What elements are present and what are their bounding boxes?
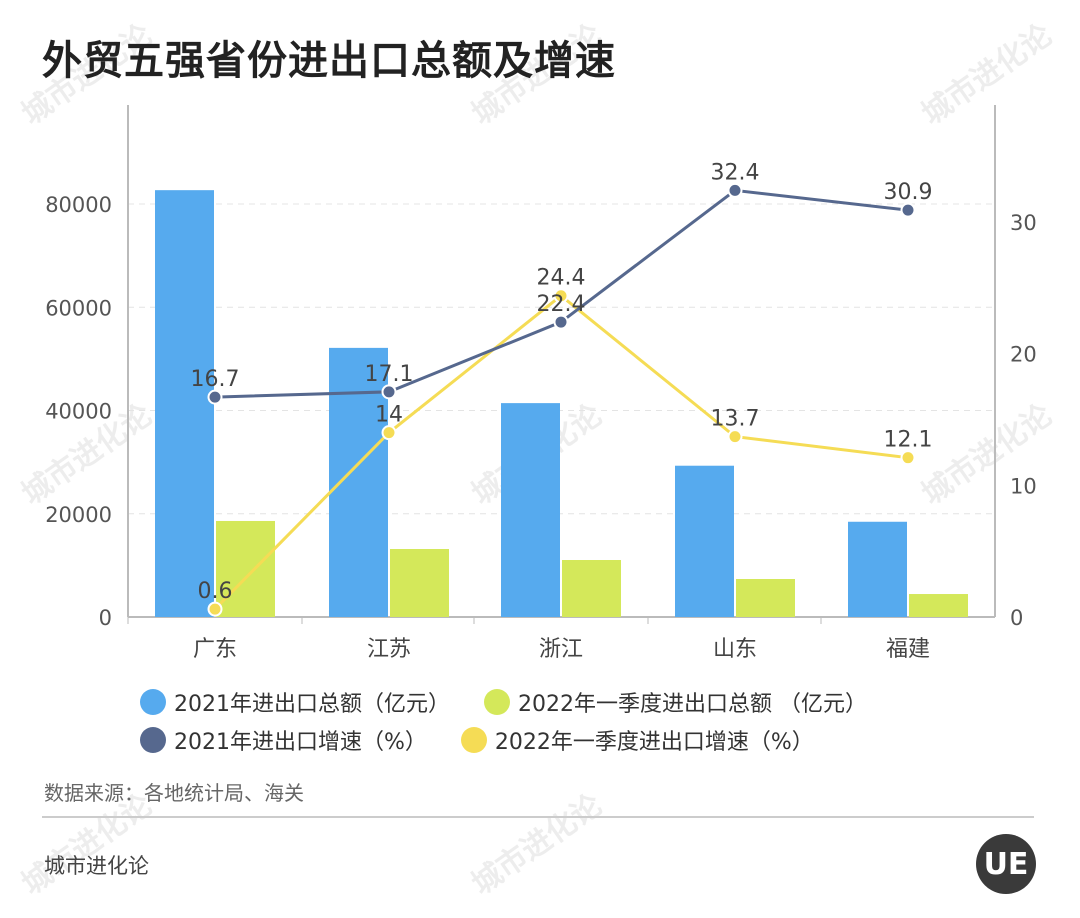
line-2022q1-growth: [213, 293, 909, 611]
brand-logo: UE: [976, 834, 1036, 894]
bar-2021-total: [155, 190, 214, 618]
legend-swatch: [140, 727, 166, 753]
legend-label: 2021年进出口增速（%）: [174, 730, 427, 755]
data-label: 22.4: [537, 292, 586, 317]
bar-2022q1-total: [736, 579, 795, 617]
data-label: 32.4: [711, 160, 760, 185]
line-point: [727, 182, 743, 198]
bar-2021-total: [675, 465, 734, 617]
y-right-tick-label: 30: [1010, 211, 1037, 235]
data-label: 17.1: [365, 362, 414, 387]
data-label: 12.1: [884, 428, 933, 453]
y-right-tick-label: 20: [1010, 343, 1037, 367]
data-label: 14: [375, 403, 403, 428]
x-tick-label: 山东: [713, 637, 757, 662]
x-tick-label: 浙江: [539, 637, 583, 662]
chart-title: 外贸五强省份进出口总额及增速: [42, 38, 616, 84]
legend-label: 2022年一季度进出口增速（%）: [494, 730, 814, 755]
y-left-tick-label: 60000: [45, 296, 112, 320]
y-left-tick-label: 80000: [45, 193, 112, 217]
line-point: [553, 314, 569, 330]
bar-2021-total: [848, 521, 907, 617]
data-label: 16.7: [191, 367, 240, 392]
legend-swatch: [140, 689, 166, 715]
line-point: [727, 429, 743, 445]
legend-swatch: [460, 727, 487, 753]
bar-2022q1-total: [562, 560, 621, 617]
y-left-tick-label: 0: [99, 606, 112, 630]
legend-item: 2021年进出口增速（%）: [140, 724, 427, 756]
bar-2021-total: [501, 403, 560, 617]
line-point: [381, 384, 397, 400]
legend-item: 2021年进出口总额（亿元）: [140, 686, 450, 718]
line-point: [900, 202, 916, 218]
line-point: [207, 601, 223, 617]
legend-item: 2022年一季度进出口增速（%）: [460, 724, 814, 756]
y-right-tick-label: 10: [1010, 474, 1037, 498]
y-left-tick-label: 40000: [45, 400, 112, 424]
bar-2022q1-total: [216, 520, 275, 617]
divider: [42, 816, 1034, 818]
source-note: 数据来源：各地统计局、海关: [44, 781, 304, 805]
line-point: [381, 425, 397, 441]
bar-2022q1-total: [390, 549, 449, 617]
legend-label: 2022年一季度进出口总额 （亿元）: [518, 692, 867, 717]
x-tick-label: 福建: [886, 637, 930, 662]
brand-name: 城市进化论: [44, 854, 149, 878]
line-point: [553, 288, 569, 304]
data-label: 13.7: [711, 407, 760, 432]
legend: 2021年进出口总额（亿元） 2022年一季度进出口总额 （亿元） 2021年进…: [140, 683, 901, 759]
y-left-tick-label: 20000: [45, 503, 112, 527]
x-tick-label: 广东: [193, 637, 237, 662]
data-label: 24.4: [537, 266, 586, 291]
legend-swatch: [484, 689, 510, 715]
line-point: [900, 450, 916, 466]
legend-label: 2021年进出口总额（亿元）: [174, 692, 450, 717]
x-tick-label: 江苏: [367, 637, 411, 662]
data-label: 30.9: [884, 180, 933, 205]
line-point: [207, 389, 223, 405]
data-label: 0.6: [198, 579, 233, 604]
y-right-tick-label: 0: [1010, 606, 1023, 630]
bar-2022q1-total: [909, 594, 968, 617]
legend-item: 2022年一季度进出口总额 （亿元）: [484, 686, 867, 718]
